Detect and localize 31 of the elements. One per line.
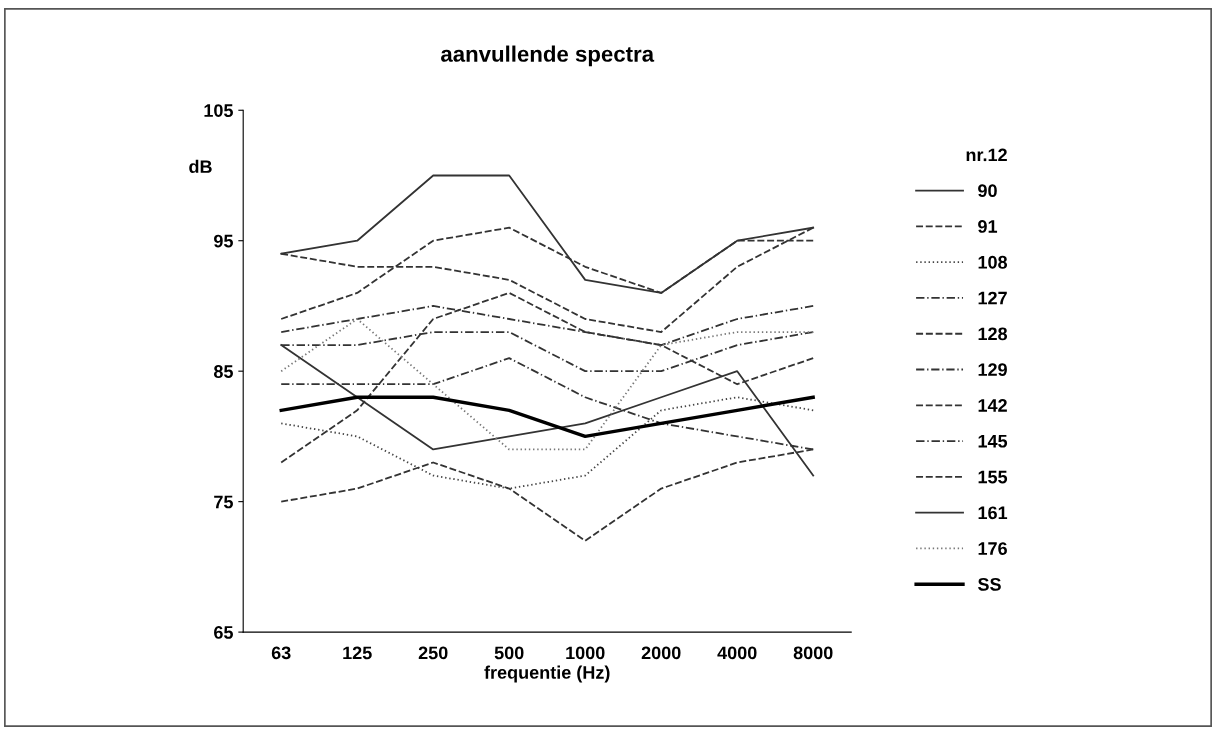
x-tick-label: 500 <box>494 646 524 660</box>
x-tick-label: 125 <box>343 646 372 660</box>
y-axis-title: dB <box>189 159 212 174</box>
legend-label: 127 <box>978 291 1007 305</box>
legend-label: 128 <box>978 327 1008 341</box>
chart-title: aanvullende spectra <box>441 45 655 67</box>
legend-label: 142 <box>978 399 1007 412</box>
y-tick-label: 95 <box>214 234 233 248</box>
legend-label: 155 <box>978 470 1008 484</box>
legend-label: SS <box>978 577 1001 591</box>
y-tick-label: 85 <box>213 365 233 378</box>
x-tick-label: 250 <box>418 646 448 660</box>
x-tick-label: 4000 <box>717 646 757 660</box>
legend-label: 129 <box>978 363 1007 377</box>
legend-label: 91 <box>978 220 998 233</box>
legend-label: 90 <box>978 184 997 198</box>
y-tick-label: 105 <box>204 104 233 117</box>
legend-label: 161 <box>978 506 1008 520</box>
y-tick-label: 75 <box>214 495 233 509</box>
legend-title: nr.12 <box>966 148 1007 162</box>
legend-label: 108 <box>978 255 1008 269</box>
x-tick-label: 63 <box>271 646 291 660</box>
legend-label: 145 <box>978 435 1008 448</box>
x-axis-title: frequentie (Hz) <box>484 665 610 683</box>
x-tick-label: 8000 <box>793 646 833 660</box>
line-series <box>279 395 815 439</box>
x-tick-label: 1000 <box>566 646 605 660</box>
legend-label: 176 <box>978 542 1007 555</box>
line-series <box>280 396 815 490</box>
y-tick-label: 65 <box>214 626 233 639</box>
x-tick-label: 2000 <box>641 646 681 660</box>
